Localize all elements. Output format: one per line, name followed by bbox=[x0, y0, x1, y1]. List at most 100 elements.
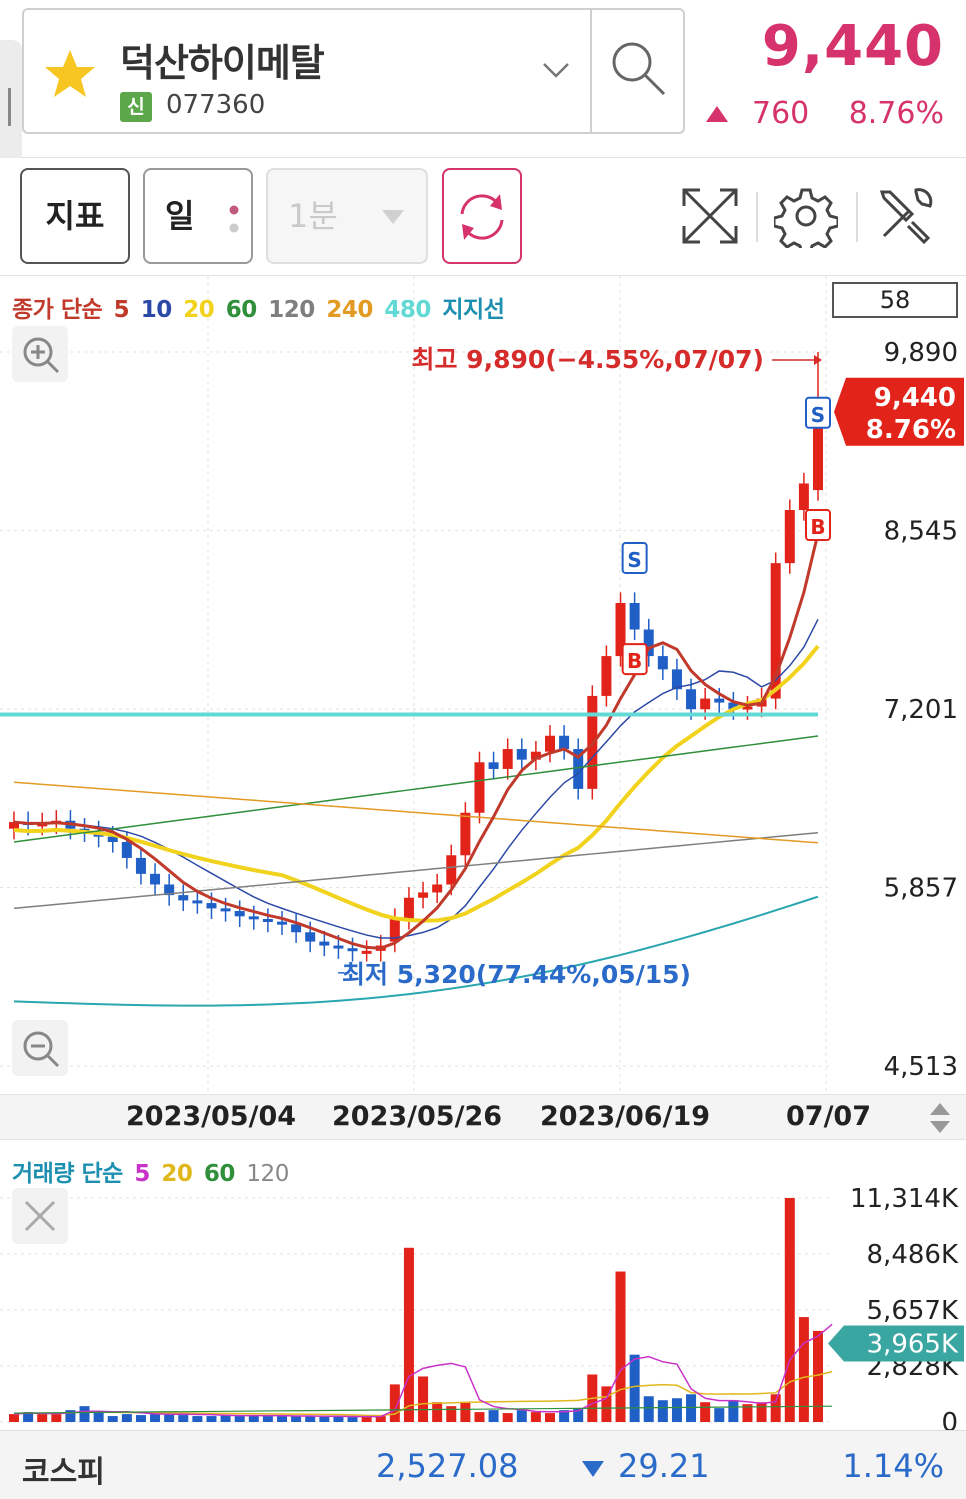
volume-bar bbox=[403, 1247, 414, 1422]
tools-icon[interactable] bbox=[874, 184, 938, 248]
candle-body bbox=[361, 950, 372, 954]
zoom-out-button[interactable] bbox=[12, 1020, 68, 1076]
star-icon[interactable] bbox=[42, 46, 98, 102]
legend-ma240: 240 bbox=[326, 297, 373, 323]
volume-bar bbox=[418, 1376, 429, 1422]
volume-bar bbox=[220, 1415, 231, 1422]
volume-tick: 0 bbox=[941, 1408, 958, 1430]
volume-bar bbox=[164, 1414, 175, 1422]
volume-ma60-line bbox=[13, 1405, 833, 1414]
volume-legend-ma120: 120 bbox=[246, 1161, 289, 1187]
grid bbox=[0, 276, 832, 1094]
candle-body bbox=[389, 919, 400, 942]
candle-body bbox=[516, 749, 527, 760]
volume-bar bbox=[319, 1416, 330, 1422]
date-axis[interactable]: 2023/05/04 2023/05/26 2023/06/19 07/07 bbox=[0, 1094, 966, 1140]
close-icon bbox=[24, 1200, 56, 1232]
candle-body bbox=[220, 908, 231, 912]
drawer-handle[interactable] bbox=[0, 40, 22, 170]
volume-bar bbox=[742, 1404, 753, 1422]
candle-body bbox=[107, 836, 118, 842]
signal-marker-letter: S bbox=[627, 548, 641, 572]
signal-marker-box bbox=[621, 643, 648, 676]
volume-bar bbox=[23, 1412, 34, 1422]
period-button[interactable]: 일 bbox=[143, 168, 253, 264]
volume-bar bbox=[559, 1410, 570, 1422]
price-legend: 종가 단순 5 10 20 60 120 240 480 지지선 bbox=[12, 290, 508, 324]
indicator-button[interactable]: 지표 bbox=[20, 168, 130, 264]
candle-body bbox=[474, 762, 485, 813]
market-index-bar[interactable]: 코스피 2,527.08 29.21 1.14% bbox=[0, 1430, 966, 1499]
current-price-tag-pct: 8.76% bbox=[866, 415, 956, 445]
minute-label: 1분 bbox=[288, 197, 338, 235]
volume-bar bbox=[573, 1408, 584, 1422]
legend-prefix: 종가 단순 bbox=[12, 297, 103, 323]
signal-marker-letter: B bbox=[627, 649, 642, 673]
low-annotation: 최저 5,320(77.44%,05/15) bbox=[342, 960, 691, 989]
index-value: 2,527.08 bbox=[376, 1447, 519, 1485]
price-change: 760 bbox=[752, 96, 810, 131]
candle-body bbox=[432, 884, 443, 893]
candle-body bbox=[418, 892, 429, 898]
volume-bar bbox=[107, 1416, 118, 1422]
date-tick: 2023/05/26 bbox=[332, 1101, 503, 1132]
ma120-line bbox=[13, 831, 819, 910]
volume-bar bbox=[333, 1416, 344, 1422]
ma240-line bbox=[13, 781, 819, 844]
signal-marker-box bbox=[621, 541, 648, 574]
price-tick: 9,890 bbox=[884, 338, 958, 368]
buy-signal-marker: B bbox=[621, 643, 648, 676]
volume-tick: 11,314K bbox=[850, 1184, 959, 1214]
price-tick: 8,545 bbox=[884, 517, 958, 547]
candle-body bbox=[601, 656, 612, 696]
legend-ma120: 120 bbox=[268, 297, 315, 323]
volume-bar bbox=[530, 1412, 541, 1422]
chevron-down-icon[interactable] bbox=[540, 58, 572, 82]
price-chart[interactable]: 9,890 8,545 7,201 5,857 4,513 S B S B 최고 9,890(−4… bbox=[0, 276, 966, 1094]
volume-bar bbox=[150, 1412, 161, 1422]
candle-body bbox=[9, 822, 19, 829]
gear-icon[interactable] bbox=[774, 184, 838, 248]
candle-body bbox=[545, 735, 555, 752]
volume-bar bbox=[686, 1394, 697, 1422]
refresh-button[interactable] bbox=[442, 168, 522, 264]
candle-body bbox=[305, 932, 316, 942]
expand-icon[interactable] bbox=[678, 184, 742, 248]
date-tick: 07/07 bbox=[786, 1101, 872, 1132]
minute-dropdown[interactable]: 1분 bbox=[266, 168, 428, 264]
down-triangle-icon bbox=[582, 1461, 604, 1477]
candle-body bbox=[460, 812, 471, 856]
signal-marker-letter: B bbox=[810, 515, 825, 539]
stock-selector[interactable]: 덕산하이메탈 신 077360 bbox=[22, 8, 685, 134]
index-change: 29.21 bbox=[618, 1447, 710, 1485]
zoom-in-button[interactable] bbox=[12, 326, 68, 382]
signal-marker-letter: S bbox=[811, 403, 825, 427]
search-icon[interactable] bbox=[608, 38, 670, 100]
view-count-box[interactable]: 58 bbox=[832, 282, 958, 318]
volume-bar bbox=[277, 1416, 287, 1422]
candle-body bbox=[615, 602, 626, 657]
candle-body bbox=[502, 749, 513, 769]
more-dots-icon bbox=[229, 205, 239, 233]
volume-bar bbox=[262, 1416, 273, 1422]
candle-body bbox=[714, 698, 725, 703]
candle-body bbox=[446, 855, 457, 885]
volume-ma5-line bbox=[13, 1323, 833, 1418]
toolbar: 지표 일 1분 bbox=[0, 158, 966, 276]
candle-body bbox=[206, 903, 217, 909]
candle-body bbox=[488, 762, 499, 769]
close-volume-button[interactable] bbox=[12, 1188, 68, 1244]
credit-badge: 신 bbox=[120, 92, 152, 122]
volume-bar bbox=[728, 1400, 739, 1422]
scroll-arrows-icon[interactable] bbox=[928, 1101, 952, 1135]
current-price-tag bbox=[834, 377, 964, 446]
volume-legend-ma20: 20 bbox=[161, 1161, 193, 1187]
candle-body bbox=[403, 897, 414, 920]
volume-bar bbox=[657, 1400, 668, 1422]
volume-bar bbox=[545, 1413, 555, 1422]
volume-bar bbox=[488, 1410, 499, 1422]
candle-body bbox=[291, 924, 302, 933]
candle-body bbox=[700, 698, 711, 710]
volume-bar bbox=[51, 1414, 62, 1422]
